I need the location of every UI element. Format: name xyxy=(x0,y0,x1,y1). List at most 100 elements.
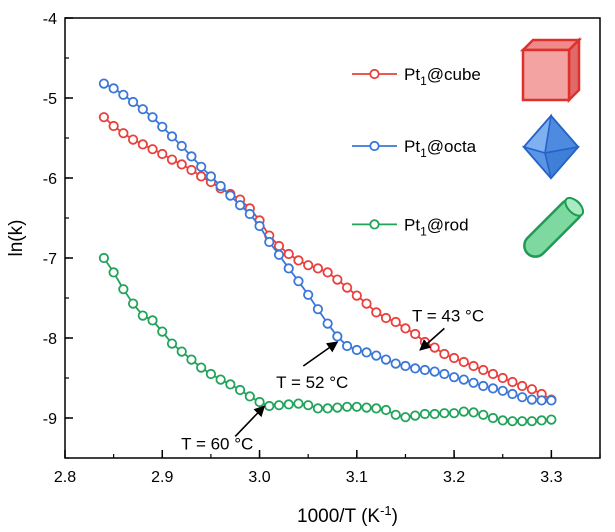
data-point xyxy=(147,112,158,123)
data-point xyxy=(312,403,324,414)
x-tick-label: 2.8 xyxy=(54,469,76,486)
x-tick-label: 3.0 xyxy=(248,469,270,486)
data-point xyxy=(536,415,547,426)
data-point xyxy=(322,267,333,278)
data-point xyxy=(264,400,275,412)
data-point xyxy=(196,362,207,373)
data-point xyxy=(196,171,207,182)
data-point xyxy=(186,151,197,162)
data-point xyxy=(487,412,499,424)
data-point xyxy=(410,410,421,421)
data-point xyxy=(312,304,324,315)
legend-label: Pt1@cube xyxy=(404,65,481,88)
legend-entry-rod: Pt1@rod xyxy=(352,215,469,238)
data-point xyxy=(419,408,431,420)
data-point xyxy=(118,128,129,139)
data-point xyxy=(341,282,353,293)
data-point xyxy=(283,248,294,260)
data-point xyxy=(517,392,528,403)
series-octa xyxy=(98,78,557,406)
annotation-label: T = 43 °C xyxy=(412,307,484,326)
data-point xyxy=(380,312,392,324)
y-tick-label: -9 xyxy=(43,411,57,428)
annotations: T = 43 °C T = 52 °C T = 60 °C xyxy=(181,307,484,454)
data-point xyxy=(127,96,139,108)
data-point xyxy=(458,406,469,417)
data-point xyxy=(371,403,382,414)
data-point xyxy=(351,344,362,356)
x-tick-label: 3.3 xyxy=(540,469,562,486)
data-point xyxy=(468,360,479,372)
y-tick-label: -6 xyxy=(43,171,57,188)
data-point xyxy=(273,249,285,260)
data-point xyxy=(332,274,343,285)
data-point xyxy=(439,348,450,360)
data-point xyxy=(303,260,314,271)
data-point xyxy=(108,120,119,132)
data-point xyxy=(196,161,207,172)
series-rod xyxy=(98,252,557,427)
data-point xyxy=(332,331,343,342)
data-point xyxy=(225,190,236,201)
data-point xyxy=(147,144,158,155)
data-point xyxy=(487,383,499,394)
data-point xyxy=(507,388,518,400)
data-point xyxy=(244,391,255,402)
y-tick-label: -8 xyxy=(43,331,57,348)
data-point xyxy=(166,338,178,349)
data-point xyxy=(234,384,246,396)
data-point xyxy=(371,350,382,361)
data-point xyxy=(517,416,528,427)
data-point xyxy=(380,354,392,365)
legend-swatch-marker xyxy=(369,219,380,230)
y-axis-title: ln(k) xyxy=(6,220,27,257)
legend-swatch-marker xyxy=(369,68,380,80)
data-point xyxy=(215,374,226,385)
annotation-label: T = 52 °C xyxy=(276,373,348,392)
annotation-label: T = 60 °C xyxy=(181,435,253,454)
rod-cap xyxy=(564,196,585,217)
data-point xyxy=(448,408,460,419)
cube-side-face xyxy=(567,36,581,104)
data-point xyxy=(526,394,538,405)
data-point xyxy=(108,267,119,278)
data-point xyxy=(468,377,479,388)
data-point xyxy=(273,240,285,252)
data-point xyxy=(254,396,265,408)
data-point xyxy=(361,347,372,358)
data-point xyxy=(361,402,372,413)
data-point xyxy=(244,208,255,220)
data-point xyxy=(410,328,421,340)
data-point xyxy=(536,395,547,406)
legend-label: Pt1@octa xyxy=(404,137,477,160)
data-point xyxy=(517,380,528,392)
data-point xyxy=(507,376,518,388)
legend-entry-cube: Pt1@cube xyxy=(352,65,481,88)
data-point xyxy=(341,340,353,352)
data-point xyxy=(458,374,469,385)
x-tick-label: 2.9 xyxy=(151,469,173,486)
data-point xyxy=(205,171,217,182)
legend-swatch-marker xyxy=(369,140,380,152)
legend-entry-octa: Pt1@octa xyxy=(352,137,477,160)
axes: 2.8 2.9 3.0 3.1 3.2 3.3 -4 -5 -6 -7 -8 -9 1000/T (K-… xyxy=(6,11,601,527)
data-point xyxy=(390,316,401,328)
data-point xyxy=(439,368,450,380)
data-point xyxy=(283,263,294,274)
annotation-arrow xyxy=(234,405,266,437)
data-point xyxy=(283,399,294,410)
data-point xyxy=(157,121,168,132)
data-point xyxy=(390,409,401,420)
data-point xyxy=(137,310,148,321)
data-point xyxy=(478,409,489,420)
data-point xyxy=(322,403,333,414)
rod-icon xyxy=(523,196,585,258)
data-point xyxy=(293,398,304,409)
annotation-arrow xyxy=(419,327,445,351)
data-point xyxy=(546,395,557,406)
legend: Pt1@cube Pt1@octa Pt1@rod xyxy=(352,36,585,258)
data-point xyxy=(439,408,450,419)
data-point xyxy=(429,342,440,353)
data-point xyxy=(341,401,353,412)
data-point xyxy=(361,298,372,309)
